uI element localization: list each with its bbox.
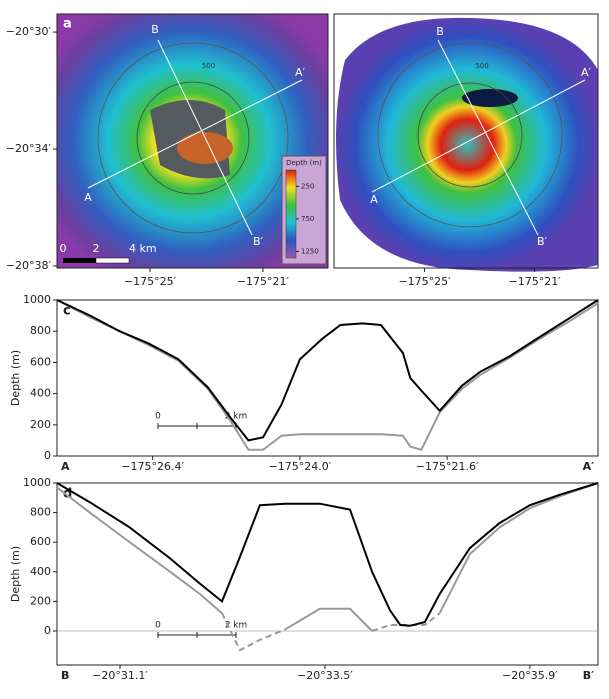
x-tick-label: −175°24.0′ bbox=[269, 460, 332, 473]
profile-line bbox=[56, 482, 599, 627]
plot-frame bbox=[56, 299, 599, 457]
y-tick-label: 600 bbox=[30, 535, 51, 548]
scale-bar bbox=[95, 257, 130, 264]
section-label: A′ bbox=[581, 66, 592, 79]
crater bbox=[177, 132, 233, 164]
colorbar-title: Depth (m) bbox=[286, 159, 322, 167]
island bbox=[462, 89, 518, 107]
map-frame bbox=[333, 13, 599, 269]
section-line bbox=[371, 79, 586, 193]
x-tick-label: −175°25′ bbox=[398, 275, 451, 288]
x-tick-label: −20°35.9′ bbox=[502, 669, 558, 682]
y-tick-label: 800 bbox=[30, 324, 51, 337]
map-frame bbox=[56, 13, 329, 269]
scale-label: 4 km bbox=[129, 242, 157, 255]
y-axis-title: Depth (m) bbox=[9, 546, 22, 602]
contour bbox=[97, 42, 289, 234]
scale-label: 0 bbox=[155, 412, 161, 422]
x-tick-label: −20°31.1′ bbox=[92, 669, 148, 682]
section-label: A′ bbox=[295, 66, 306, 79]
colorbar-tick-label: 750 bbox=[301, 215, 314, 223]
bathymetry-b bbox=[336, 17, 598, 272]
scale-bar bbox=[63, 258, 96, 263]
contour bbox=[377, 42, 563, 228]
section-line bbox=[157, 39, 253, 236]
scale-label: 2 km bbox=[225, 412, 248, 422]
y-tick-label: 400 bbox=[30, 387, 51, 400]
section-label: A bbox=[370, 193, 378, 206]
plot-frame bbox=[56, 482, 599, 666]
y-tick-label: 0 bbox=[44, 624, 51, 637]
scale-label: 0 bbox=[155, 621, 161, 631]
x-tick-label: −175°21′ bbox=[509, 275, 562, 288]
y-tick-label: 200 bbox=[30, 418, 51, 431]
y-tick-label: 1000 bbox=[23, 476, 51, 489]
y-tick-label: 800 bbox=[30, 506, 51, 519]
contour bbox=[136, 81, 250, 195]
contour-label: 500 bbox=[202, 62, 215, 70]
end-label: A bbox=[61, 460, 70, 473]
y-tick-label: 200 bbox=[30, 594, 51, 607]
y-tick-label: 600 bbox=[30, 355, 51, 368]
section-label: B′ bbox=[253, 235, 264, 248]
y-axis-title: Depth (m) bbox=[9, 350, 22, 406]
profile-line bbox=[56, 299, 599, 451]
profile-line bbox=[56, 299, 599, 442]
scale-label: 2 km bbox=[225, 621, 248, 631]
y-tick-label: −20°30′ bbox=[6, 25, 52, 38]
end-label: B bbox=[61, 669, 69, 682]
end-label: A′ bbox=[583, 460, 595, 473]
panel-label: d bbox=[63, 487, 72, 502]
scale-label: 0 bbox=[60, 242, 67, 255]
end-label: B′ bbox=[583, 669, 594, 682]
section-label: B bbox=[436, 25, 444, 38]
x-tick-label: −175°21′ bbox=[237, 275, 290, 288]
section-label: B bbox=[151, 23, 159, 36]
y-tick-label: −20°38′ bbox=[6, 259, 52, 272]
y-tick-label: 0 bbox=[44, 449, 51, 462]
section-line bbox=[87, 79, 303, 189]
x-tick-label: −175°26.4′ bbox=[121, 460, 184, 473]
colorbar-tick-label: 1250 bbox=[301, 247, 319, 255]
y-tick-label: 400 bbox=[30, 565, 51, 578]
panel-label: c bbox=[63, 304, 71, 319]
contour-label: 500 bbox=[475, 62, 488, 70]
colorbar bbox=[285, 169, 297, 259]
profile-line bbox=[221, 612, 441, 652]
x-tick-label: −20°33.5′ bbox=[297, 669, 353, 682]
profile-line bbox=[56, 482, 599, 632]
x-tick-label: −175°21.6′ bbox=[416, 460, 479, 473]
panel-label: b bbox=[340, 17, 349, 32]
y-tick-label: 1000 bbox=[23, 293, 51, 306]
section-label: A bbox=[84, 191, 92, 204]
x-tick-label: −175°25′ bbox=[124, 275, 177, 288]
colorbar-tick-label: 250 bbox=[301, 182, 314, 190]
panel-label: a bbox=[63, 17, 72, 32]
section-line bbox=[437, 39, 539, 236]
scale-label: 2 bbox=[93, 242, 100, 255]
y-tick-label: −20°34′ bbox=[6, 142, 52, 155]
contour bbox=[417, 82, 523, 188]
section-label: B′ bbox=[537, 235, 548, 248]
